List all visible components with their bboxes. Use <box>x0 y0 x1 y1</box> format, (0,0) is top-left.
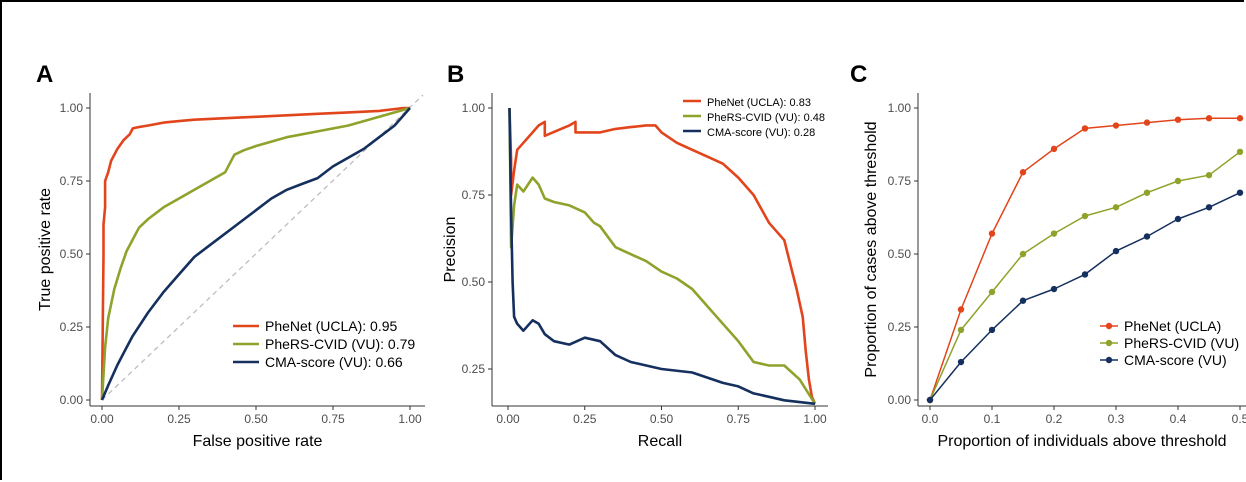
data-point <box>988 230 996 237</box>
data-point <box>1143 119 1151 126</box>
data-point <box>1174 215 1182 223</box>
x-axis-title: Proportion of individuals above threshol… <box>937 433 1226 450</box>
panel-letter: A <box>36 61 53 88</box>
x-tick-label: 1.00 <box>398 412 422 426</box>
x-tick-label: 0.50 <box>244 412 268 426</box>
y-axis-title: Proportion of cases above threshold <box>863 121 880 377</box>
y-tick-label: 1.00 <box>462 101 486 115</box>
data-point <box>988 326 996 334</box>
data-point <box>957 326 965 334</box>
x-axis-title: Recall <box>638 433 682 450</box>
data-point <box>1050 230 1058 237</box>
data-point <box>1174 116 1182 123</box>
y-tick-label: 0.75 <box>60 174 84 188</box>
y-tick-label: 0.25 <box>60 320 84 334</box>
data-point <box>957 358 965 366</box>
x-tick-label: 0.1 <box>984 412 1001 426</box>
x-tick-label: 0.5 <box>1232 412 1246 426</box>
legend-label: PheNet (UCLA): 0.83 <box>707 97 811 109</box>
panel-a: A 0.00 0.25 0.50 0.75 1.00 0.00 0.25 0.50 0.75 1.0… <box>36 61 425 450</box>
series-line-2 <box>508 107 816 406</box>
y-tick-label: 0.25 <box>888 320 912 334</box>
data-point <box>1174 177 1182 185</box>
data-point <box>1050 285 1058 293</box>
data-point <box>1081 271 1089 278</box>
legend-label: PheNet (UCLA): 0.95 <box>265 318 397 334</box>
y-tick-label: 1.00 <box>888 101 912 115</box>
x-tick-label: 1.00 <box>803 412 827 426</box>
data-point <box>1205 204 1213 211</box>
y-tick-label: 0.50 <box>60 247 84 261</box>
data-point <box>1019 297 1027 304</box>
x-tick-label: 0.50 <box>650 412 674 426</box>
x-tick-label: 0.00 <box>90 412 114 426</box>
legend-marker <box>1105 356 1113 364</box>
y-axis-title: True positive rate <box>37 188 54 311</box>
x-tick-label: 0.3 <box>1108 412 1125 426</box>
y-tick-label: 0.00 <box>888 393 912 407</box>
data-point <box>988 288 996 296</box>
data-point <box>1112 204 1120 211</box>
data-point <box>1019 250 1027 258</box>
data-point <box>1236 189 1244 196</box>
y-tick-label: 0.00 <box>60 393 84 407</box>
data-point <box>1143 233 1151 240</box>
series-line-2 <box>929 192 1241 401</box>
panel-letter: C <box>850 61 867 88</box>
panel-b: B 0.00 0.25 0.50 0.75 1.00 0.25 0.50 0.75 1.00 Rec… <box>442 61 828 450</box>
series-line-0 <box>100 106 410 401</box>
data-point <box>1112 247 1120 255</box>
legend-label: PheNet (UCLA) <box>1124 318 1221 334</box>
x-tick-label: 0.25 <box>573 412 597 426</box>
data-point <box>1236 148 1244 155</box>
data-point <box>926 396 934 404</box>
data-point <box>1205 171 1213 179</box>
legend-label: PheRS-CVID (VU) <box>1124 335 1239 351</box>
y-tick-label: 0.50 <box>888 247 912 261</box>
series-line-1 <box>508 107 817 405</box>
legend-label: PheRS-CVID (VU): 0.79 <box>265 336 415 352</box>
y-tick-label: 0.50 <box>462 275 486 289</box>
data-point <box>1081 212 1089 220</box>
data-point <box>1081 125 1089 132</box>
data-point <box>1143 189 1151 196</box>
data-point <box>1112 122 1120 129</box>
data-point <box>1205 115 1213 122</box>
x-tick-label: 0.2 <box>1046 412 1063 426</box>
y-tick-label: 1.00 <box>60 101 84 115</box>
x-axis-title: False positive rate <box>193 433 323 450</box>
y-tick-label: 0.75 <box>888 174 912 188</box>
y-tick-label: 0.25 <box>462 362 486 376</box>
legend-label: CMA-score (VU): 0.66 <box>265 354 403 370</box>
x-tick-label: 0.0 <box>922 412 939 426</box>
x-tick-label: 0.4 <box>1170 412 1187 426</box>
data-point <box>957 306 965 313</box>
legend-label: CMA-score (VU): 0.28 <box>707 127 815 139</box>
legend-label: PheRS-CVID (VU): 0.48 <box>707 112 825 124</box>
x-tick-label: 0.75 <box>727 412 751 426</box>
data-point <box>1236 115 1244 122</box>
y-axis-title: Precision <box>442 217 459 283</box>
reference-diagonal-line <box>101 94 424 401</box>
x-tick-label: 0.00 <box>496 412 520 426</box>
data-point <box>1050 145 1058 153</box>
panel-letter: B <box>447 61 464 88</box>
panel-c: C 0.0 0.1 0.2 0.3 0.4 0.5 0.00 0.25 0.50 0.75 1.00 P… <box>850 61 1246 450</box>
x-tick-label: 0.75 <box>321 412 345 426</box>
legend-marker <box>1105 322 1113 330</box>
legend-label: CMA-score (VU) <box>1124 352 1227 368</box>
legend-marker <box>1105 339 1113 347</box>
series-line-1 <box>100 106 411 401</box>
y-tick-label: 0.75 <box>462 188 486 202</box>
series-line-2 <box>100 107 411 401</box>
series-line-0 <box>508 107 817 405</box>
data-point <box>1019 169 1027 176</box>
x-tick-label: 0.25 <box>167 412 191 426</box>
